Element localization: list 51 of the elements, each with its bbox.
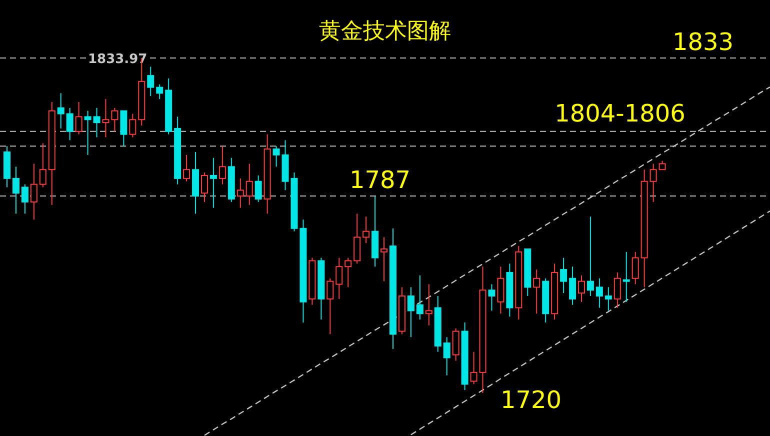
candlestick <box>506 263 514 318</box>
candlestick <box>515 246 522 320</box>
candlestick <box>560 257 568 294</box>
candlestick <box>372 196 379 268</box>
candlestick <box>57 92 64 129</box>
candlestick <box>30 163 38 220</box>
candlestick <box>102 98 110 138</box>
candlestick <box>497 266 504 314</box>
candlestick <box>479 266 486 394</box>
candlestick <box>622 251 630 302</box>
candlestick <box>210 157 217 208</box>
annotation: 1833 <box>672 28 734 56</box>
candlestick <box>461 322 468 391</box>
candlestick <box>640 169 648 288</box>
candlestick <box>218 146 226 185</box>
candlestick <box>443 336 450 376</box>
candlestick <box>246 163 253 206</box>
candlestick <box>425 284 432 326</box>
ref-line-label: 1833.97 <box>88 52 148 67</box>
candlestick <box>264 134 271 214</box>
candlestick <box>66 107 74 141</box>
candlestick <box>380 236 388 282</box>
candlestick <box>578 274 585 302</box>
candlestick <box>4 146 10 188</box>
candlestick <box>569 266 576 306</box>
candlestick <box>604 286 612 312</box>
candlestick <box>650 163 657 202</box>
candlestick <box>434 296 442 352</box>
candlestick <box>48 102 56 206</box>
candlestick <box>614 272 621 308</box>
annotation: 1720 <box>500 386 562 414</box>
candlestick <box>389 228 396 350</box>
annotation: 1787 <box>349 166 411 194</box>
candlestick <box>93 107 100 138</box>
candlestick <box>300 219 307 323</box>
candlestick <box>147 66 154 97</box>
candlestick <box>174 116 182 185</box>
candlestick <box>416 274 424 320</box>
chart-title: 黄金技术图解 <box>319 19 451 44</box>
candlestick <box>551 263 558 320</box>
candlestick <box>596 278 603 308</box>
candlestick <box>586 216 594 296</box>
candlestick <box>12 166 20 214</box>
candlestick <box>336 257 343 300</box>
candlestick <box>488 284 496 312</box>
candlestick <box>236 178 244 208</box>
candlestick <box>407 286 414 338</box>
candlestick <box>533 269 540 314</box>
candlestick <box>192 151 200 214</box>
annotation: 1804-1806 <box>554 99 686 128</box>
candlestick <box>362 216 370 244</box>
